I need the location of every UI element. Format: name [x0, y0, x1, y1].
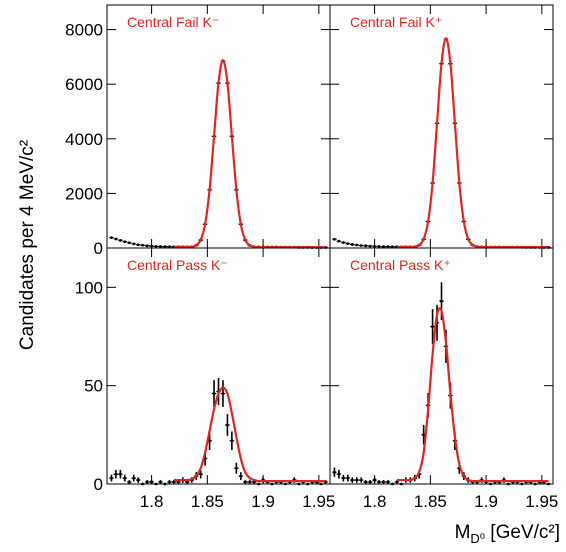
- data-point-marker: [145, 244, 149, 248]
- data-point-marker: [507, 482, 510, 486]
- x-tick-label: 1.8: [363, 492, 387, 511]
- panel-title: Central Fail K⁻: [127, 14, 219, 30]
- data-point-marker: [399, 482, 403, 486]
- x-label-sub: D⁰: [470, 531, 485, 546]
- x-tick-label: 1.95: [302, 492, 335, 511]
- y-tick-label: 100: [75, 278, 103, 297]
- fit-curve: [396, 37, 549, 249]
- data-point-marker: [141, 482, 145, 486]
- data-point-marker: [118, 238, 122, 242]
- x-label-unit: [GeV/c²]: [485, 522, 560, 543]
- data-point-marker: [163, 245, 167, 249]
- data-point-marker: [168, 245, 171, 249]
- data-point-marker: [270, 482, 274, 486]
- data-point-marker: [377, 245, 381, 248]
- data-point-marker: [159, 245, 162, 248]
- fit-curve: [173, 386, 326, 483]
- x-tick-label: 1.95: [525, 492, 558, 511]
- panel-title: Central Pass K⁻: [127, 257, 228, 273]
- fit-curve: [173, 59, 326, 249]
- data-point-marker: [141, 243, 145, 247]
- panel-frame: [329, 4, 554, 249]
- data-point-marker: [489, 482, 492, 486]
- data-point-marker: [364, 244, 368, 248]
- panel-frame: [106, 4, 331, 249]
- data-point-marker: [341, 241, 345, 244]
- data-point-marker: [533, 482, 537, 486]
- data-point-marker: [257, 482, 261, 486]
- data-point-marker: [350, 243, 354, 246]
- x-label-main: M: [455, 522, 471, 543]
- data-point-marker: [382, 245, 385, 249]
- data-point-marker: [359, 244, 363, 247]
- data-point-marker: [163, 482, 167, 486]
- y-tick-label: 6000: [65, 75, 103, 94]
- y-tick-label: 8000: [65, 21, 103, 40]
- data-point-marker: [154, 482, 158, 486]
- panel-title: Central Fail K⁺: [350, 14, 442, 30]
- x-axis-label: MD⁰ [GeV/c²]: [455, 522, 560, 546]
- panel-title: Central Pass K⁺: [350, 257, 451, 273]
- data-point-marker: [150, 244, 154, 248]
- data-point-marker: [391, 482, 394, 486]
- x-tick-label: 1.9: [251, 492, 275, 511]
- y-tick-label: 0: [94, 239, 103, 258]
- y-tick-label: 0: [94, 475, 103, 494]
- y-tick-label: 2000: [65, 184, 103, 203]
- x-tick-label: 1.85: [414, 492, 447, 511]
- data-point-marker: [110, 236, 113, 240]
- data-point-marker: [547, 482, 550, 486]
- data-point-marker: [391, 245, 394, 249]
- data-point-marker: [114, 237, 118, 241]
- data-point-marker: [337, 239, 341, 243]
- data-point-marker: [123, 240, 127, 244]
- panel-frame: [329, 247, 554, 485]
- data-point-marker: [333, 237, 336, 241]
- data-point-marker: [520, 482, 524, 486]
- data-point-marker: [368, 244, 372, 248]
- data-point-marker: [355, 243, 359, 247]
- x-tick-label: 1.8: [140, 492, 164, 511]
- panel-frame: [106, 247, 331, 485]
- data-point-marker: [297, 482, 301, 486]
- x-tick-label: 1.85: [191, 492, 224, 511]
- data-point-marker: [386, 245, 390, 249]
- y-axis-label: Candidates per 4 MeV/c²: [17, 140, 38, 350]
- data-point-marker: [284, 482, 287, 486]
- data-point-marker: [319, 482, 323, 486]
- x-tick-label: 1.9: [474, 492, 498, 511]
- data-point-marker: [346, 242, 350, 246]
- data-point-marker: [154, 244, 158, 248]
- y-tick-label: 50: [84, 377, 103, 396]
- data-point-marker: [306, 482, 310, 486]
- data-point-marker: [127, 241, 131, 245]
- data-point-marker: [373, 244, 376, 248]
- data-point-marker: [132, 242, 136, 246]
- fit-curve: [396, 307, 549, 483]
- data-point-marker: [136, 243, 140, 247]
- y-tick-label: 4000: [65, 130, 103, 149]
